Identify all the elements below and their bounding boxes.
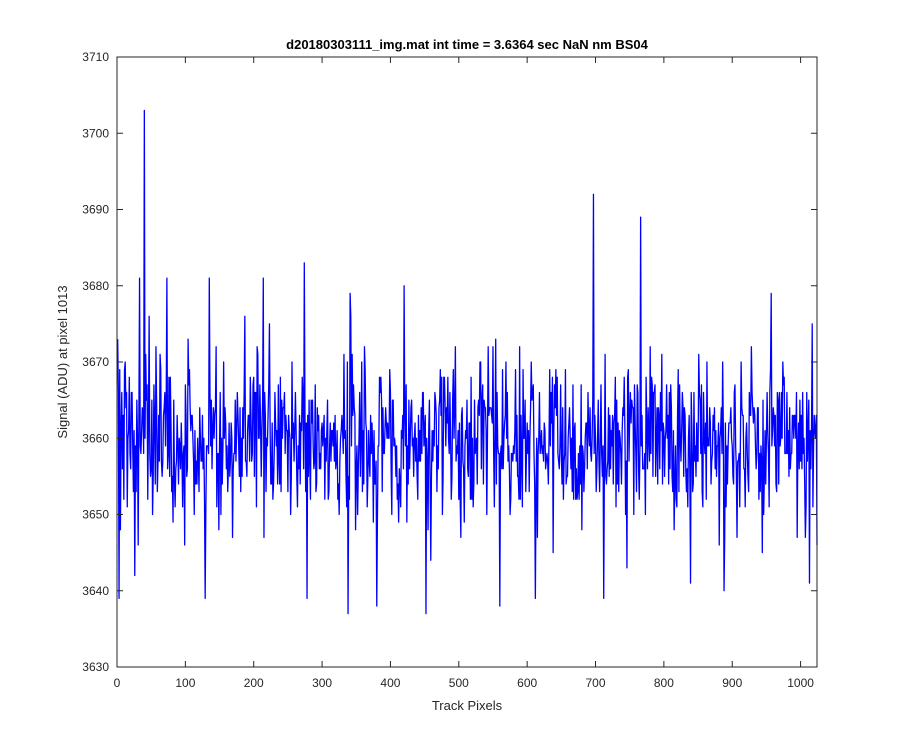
x-axis-label: Track Pixels — [432, 698, 503, 713]
y-tick-label: 3680 — [82, 279, 109, 293]
y-tick-label: 3660 — [82, 431, 109, 445]
signal-series-line — [117, 109, 818, 615]
x-tick-label: 0 — [114, 676, 121, 690]
y-tick-label: 3670 — [82, 355, 109, 369]
axes-box — [116, 56, 818, 668]
x-tick-label: 600 — [517, 676, 537, 690]
x-tick-label: 900 — [722, 676, 742, 690]
y-tick-label: 3690 — [82, 203, 109, 217]
y-axis-ticks: 3630 3640 3650 3660 3670 3680 3690 3700 3710 — [82, 50, 817, 674]
plot-line-layer — [117, 109, 818, 615]
x-tick-label: 800 — [654, 676, 674, 690]
x-tick-label: 200 — [244, 676, 264, 690]
y-tick-label: 3630 — [82, 660, 109, 674]
y-tick-label: 3640 — [82, 584, 109, 598]
y-tick-label: 3700 — [82, 126, 109, 140]
x-tick-label: 400 — [380, 676, 400, 690]
y-tick-label: 3650 — [82, 508, 109, 522]
chart-title: d20180303111_img.mat int time = 3.6364 s… — [286, 37, 648, 52]
x-tick-label: 1000 — [787, 676, 814, 690]
y-tick-label: 3710 — [82, 50, 109, 64]
x-tick-label: 300 — [312, 676, 332, 690]
x-axis-ticks: 0 100 200 300 400 500 600 700 800 900 1000 — [114, 57, 814, 690]
x-tick-label: 100 — [175, 676, 195, 690]
y-axis-label: Signal (ADU) at pixel 1013 — [55, 285, 70, 438]
x-tick-label: 500 — [449, 676, 469, 690]
x-tick-label: 700 — [586, 676, 606, 690]
